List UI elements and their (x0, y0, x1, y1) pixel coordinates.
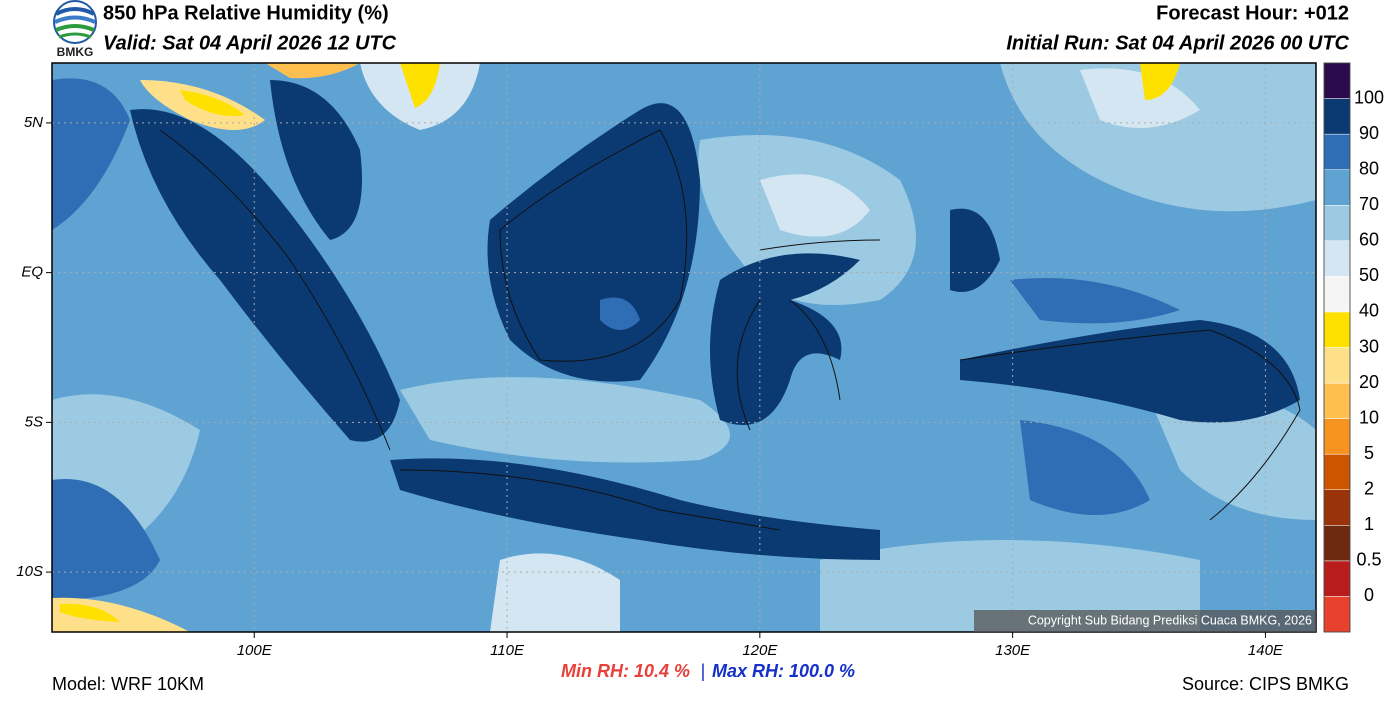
model: Model: WRF 10KM (52, 674, 204, 694)
colorbar-label: 10 (1359, 407, 1379, 427)
separator: | (701, 661, 706, 681)
lat-label: 5N (24, 114, 43, 131)
colorbar-box (1323, 240, 1351, 277)
colorbar-box (1323, 489, 1351, 526)
title: 850 hPa Relative Humidity (%) (103, 2, 389, 24)
colorbar: 0 0.5 1 2 5 10 20 30 40 50 60 70 80 90 100 (1323, 62, 1384, 633)
colorbar-label: 20 (1359, 372, 1379, 392)
colorbar-box (1323, 169, 1351, 206)
lat-label: EQ (21, 264, 43, 281)
humidity-field (52, 63, 1316, 632)
colorbar-label: 80 (1359, 158, 1379, 178)
colorbar-label: 30 (1359, 336, 1379, 356)
colorbar-label: 50 (1359, 265, 1379, 285)
colorbar-box (1323, 98, 1351, 135)
lon-label: 130E (995, 642, 1031, 659)
forecast-hour: Forecast Hour: +012 (1156, 2, 1349, 24)
lon-label: 140E (1248, 642, 1284, 659)
lon-label: 110E (490, 642, 525, 659)
colorbar-box (1323, 453, 1351, 490)
colorbar-label: 60 (1359, 230, 1379, 250)
copyright-box (974, 610, 1316, 632)
colorbar-box (1323, 347, 1351, 384)
colorbar-box (1323, 525, 1351, 562)
source: Source: CIPS BMKG (1182, 674, 1349, 694)
colorbar-label: 90 (1359, 123, 1379, 143)
lon-label: 100E (237, 642, 273, 659)
max-rh: Max RH: 100.0 % (712, 661, 855, 681)
colorbar-box (1323, 133, 1351, 170)
initial-run: Initial Run: Sat 04 April 2026 00 UTC (1006, 32, 1349, 54)
lon-label: 120E (742, 642, 778, 659)
colorbar-label: 0.5 (1356, 550, 1381, 570)
colorbar-box (1323, 596, 1351, 633)
logo-text: BMKG (57, 45, 94, 59)
colorbar-frame (1323, 62, 1351, 633)
colorbar-box (1323, 276, 1351, 313)
colorbar-label: 0 (1364, 585, 1374, 605)
lat-label: 10S (16, 563, 43, 580)
colorbar-box (1323, 560, 1351, 597)
colorbar-label: 70 (1359, 194, 1379, 214)
colorbar-label: 5 (1364, 443, 1374, 463)
colorbar-label: 2 (1364, 479, 1374, 499)
copyright: Copyright Sub Bidang Prediksi Cuaca BMKG… (1028, 613, 1312, 627)
lat-label: 5S (25, 413, 43, 430)
logo: BMKG (53, 0, 97, 59)
colorbar-label: 1 (1364, 514, 1374, 534)
colorbar-box (1323, 382, 1351, 419)
colorbar-label: 40 (1359, 301, 1379, 321)
map-frame (51, 62, 1317, 633)
colorbar-box (1323, 205, 1351, 242)
graticule (52, 63, 1316, 632)
colorbar-box (1323, 311, 1351, 348)
colorbar-box (1323, 418, 1351, 455)
colorbar-label: 100 (1354, 87, 1384, 107)
min-rh: Min RH: 10.4 % (561, 661, 690, 681)
colorbar-box (1323, 62, 1351, 99)
valid-time: Valid: Sat 04 April 2026 12 UTC (103, 32, 397, 54)
